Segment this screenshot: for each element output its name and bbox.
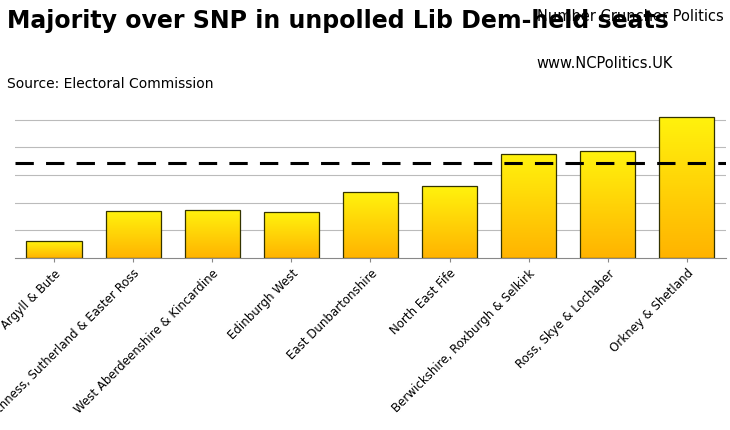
- Text: Majority over SNP in unpolled Lib Dem-held seats: Majority over SNP in unpolled Lib Dem-he…: [7, 9, 669, 33]
- Bar: [422, 186, 477, 258]
- Bar: [343, 192, 398, 258]
- Text: www.NCPolitics.UK: www.NCPolitics.UK: [537, 56, 673, 71]
- Bar: [106, 211, 161, 258]
- Bar: [26, 241, 82, 258]
- Bar: [185, 209, 240, 258]
- Text: Source: Electoral Commission: Source: Electoral Commission: [7, 77, 214, 92]
- Bar: [264, 212, 319, 258]
- Text: Number Cruncher Politics: Number Cruncher Politics: [537, 9, 723, 24]
- Bar: [501, 154, 556, 258]
- Bar: [580, 151, 635, 258]
- Bar: [659, 117, 715, 258]
